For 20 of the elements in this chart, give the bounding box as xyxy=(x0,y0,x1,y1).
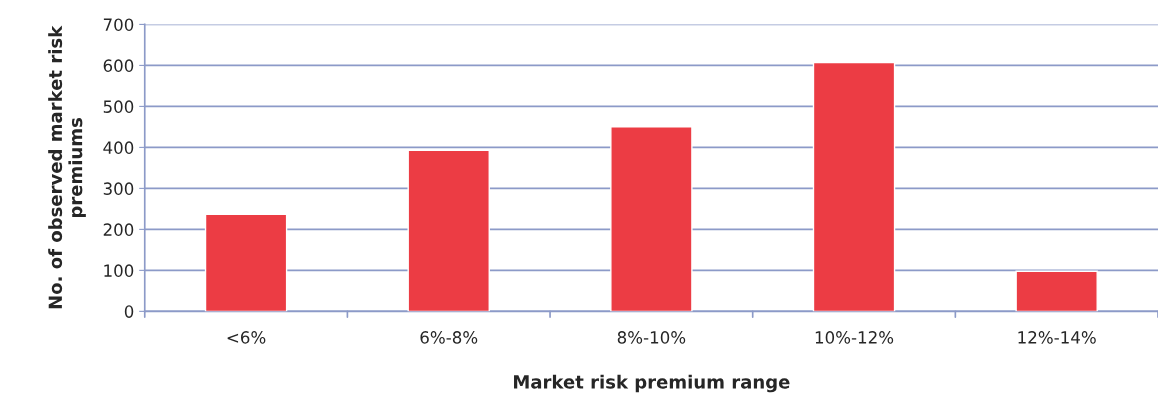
y-tick-label: 700 xyxy=(103,18,134,31)
y-tick-label: 200 xyxy=(103,223,134,236)
x-tick-label: <6% xyxy=(227,331,266,344)
y-tick-label: 500 xyxy=(103,100,134,113)
bar xyxy=(1015,270,1098,312)
y-tick-label: 300 xyxy=(103,182,134,195)
x-tick-label: 12%-14% xyxy=(1018,331,1096,344)
y-tick-label: 400 xyxy=(103,141,134,154)
y-axis-title: No. of observed market risk premiums xyxy=(48,25,86,309)
y-tick-label: 100 xyxy=(104,264,134,277)
x-tick-label: 6%-8% xyxy=(420,331,478,344)
bar xyxy=(610,126,693,312)
x-tick-label: 8%-10% xyxy=(617,331,686,344)
bar xyxy=(812,61,896,312)
y-tick-label: 600 xyxy=(103,59,134,72)
bar xyxy=(204,213,288,312)
x-axis-title: Market risk premium range xyxy=(514,374,790,393)
bar xyxy=(407,149,490,312)
y-tick-label: 0 xyxy=(124,305,134,318)
x-tick-label: 10%-12% xyxy=(815,331,894,344)
